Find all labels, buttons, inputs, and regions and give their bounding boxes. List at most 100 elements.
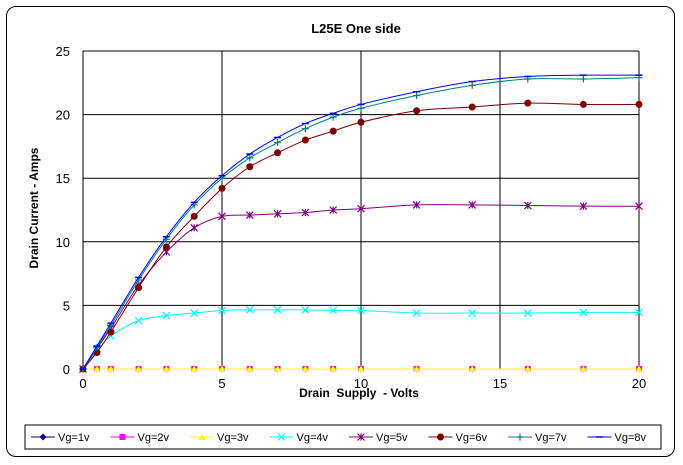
series-vg-8v [79,74,643,370]
legend-marker [119,434,126,440]
y-tick-label: 10 [56,235,70,250]
data-point [357,306,365,315]
data-point [468,81,476,89]
data-point [635,202,643,211]
x-tick-label: 0 [79,376,86,391]
data-point [301,136,309,144]
chart-title: L25E One side [311,21,401,36]
legend-item: Vg=5v [349,432,408,444]
data-point [357,104,365,112]
data-point [274,139,282,147]
y-axis-ticks: 0 5 10 15 20 25 [56,44,70,377]
legend-label: Vg=6v [456,432,488,444]
legend-marker [277,433,286,441]
legend-marker [516,433,524,441]
data-point [579,308,588,317]
data-point [635,308,643,317]
data-point [413,107,421,115]
data-point [413,92,421,100]
data-point [135,284,143,292]
data-point [468,365,476,372]
legend-label: Vg=8v [615,432,647,444]
plot-area [79,74,643,373]
x-tick-label: 20 [632,376,646,391]
data-point [413,365,421,372]
data-point [218,212,226,221]
legend-label: Vg=5v [376,432,408,444]
y-tick-label: 25 [56,44,70,59]
data-point [162,365,170,372]
data-point [635,365,643,372]
data-point [412,200,421,209]
series-vg-6v [79,99,643,373]
legend-item: Vg=7v [508,432,567,444]
data-point [468,200,477,209]
data-point [245,211,254,220]
data-point [329,365,337,372]
data-point [218,306,226,315]
data-point [190,223,199,232]
y-tick-label: 0 [63,362,70,377]
legend-label: Vg=7v [535,432,567,444]
legend-item: Vg=1v [31,432,90,444]
data-point [162,243,170,251]
legend-item: Vg=6v [428,432,488,444]
data-point [246,163,254,171]
data-point [190,212,198,220]
data-point [357,118,365,126]
data-point [357,204,365,213]
data-point [301,365,309,372]
x-axis-title: Drain Supply - Volts [299,386,419,400]
data-point [107,365,115,372]
x-tick-label: 5 [218,376,225,391]
data-point [579,202,588,211]
data-point [301,208,310,217]
data-point [93,343,101,351]
data-point [245,305,254,314]
series-vg-7v [79,74,643,373]
legend-item: Vg=2v [110,432,170,444]
data-point [246,365,254,372]
legend-item: Vg=4v [269,432,329,444]
x-axis-ticks: 0 5 10 15 20 [79,376,646,391]
data-point [246,154,254,162]
data-point [524,99,532,107]
data-point [468,309,477,317]
legend-label: Vg=3v [217,432,249,444]
legend-label: Vg=1v [58,432,90,444]
legend-marker [357,433,365,441]
legend-label: Vg=4v [297,432,329,444]
data-point [329,206,338,214]
series-vg-3v [79,365,643,372]
data-point [468,103,476,111]
data-point [107,328,115,336]
data-point [190,309,199,317]
legend-item: Vg=3v [190,432,249,444]
data-point [524,365,532,372]
data-point [357,365,365,372]
y-tick-label: 20 [56,108,70,123]
data-point [579,365,587,372]
data-point [135,365,143,372]
data-point [273,209,282,218]
legend-marker [437,433,444,441]
data-point [218,365,226,372]
data-point [579,100,587,108]
data-point [134,316,143,325]
data-point [329,113,337,121]
data-point [523,201,532,210]
data-point [218,184,226,192]
legend-label: Vg=2v [138,432,170,444]
data-point [329,306,338,315]
legend-marker [198,433,206,440]
data-point [301,305,310,314]
legend: Vg=1v Vg=2v Vg=3v Vg=4v Vg=5v Vg=6v Vg=7v Vg=8v [24,424,662,450]
data-point [273,305,282,314]
data-point [579,75,587,83]
data-point [412,309,421,317]
data-point [274,365,282,372]
legend-marker [39,433,47,441]
data-point [329,127,337,135]
data-point [635,100,643,108]
